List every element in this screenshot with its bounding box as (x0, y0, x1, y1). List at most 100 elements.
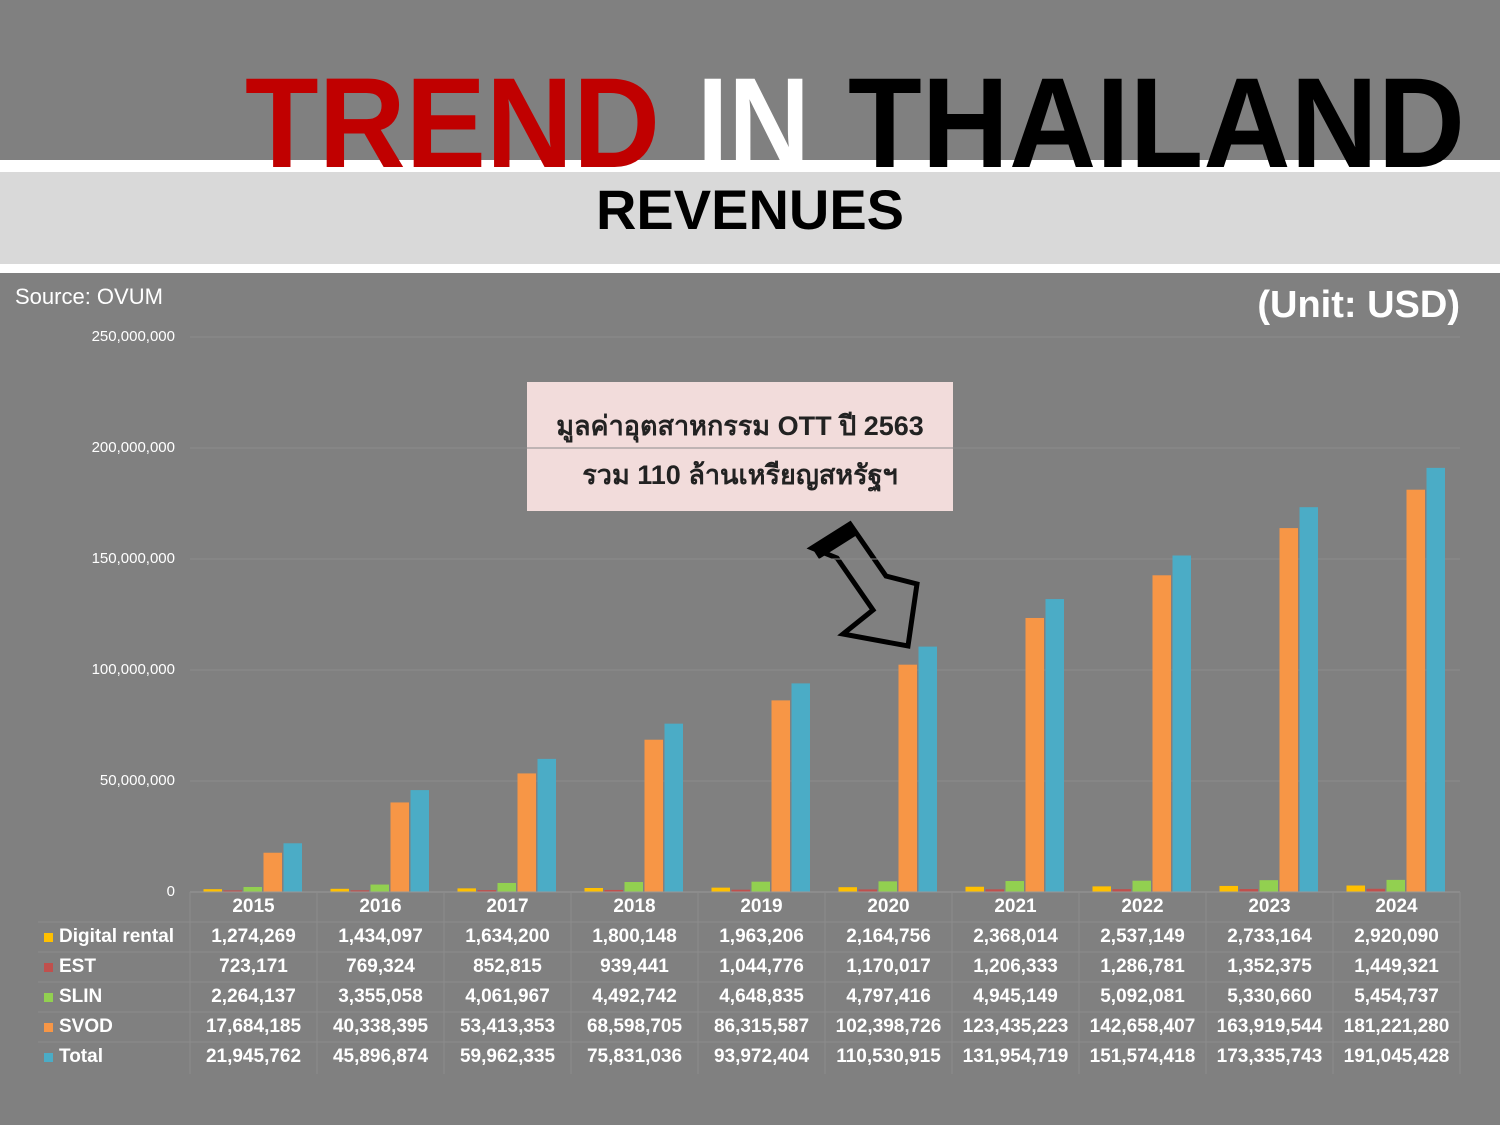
x-tick-label: 2017 (486, 896, 528, 917)
table-value: 1,352,375 (1227, 956, 1312, 977)
bar (898, 664, 917, 892)
x-tick-label: 2016 (359, 896, 401, 917)
bar (771, 700, 790, 892)
legend-swatch (44, 1053, 53, 1062)
bar (1299, 507, 1318, 892)
table-value: 723,171 (219, 956, 288, 977)
x-tick-label: 2022 (1121, 896, 1163, 917)
table-value: 142,658,407 (1090, 1016, 1196, 1037)
table-value: 1,206,333 (973, 956, 1058, 977)
y-tick-label: 250,000,000 (92, 328, 175, 345)
table-value: 4,061,967 (465, 986, 550, 1007)
table-value: 59,962,335 (460, 1046, 556, 1067)
table-value: 769,324 (346, 956, 415, 977)
table-value: 1,274,269 (211, 926, 296, 947)
table-value: 53,413,353 (460, 1016, 555, 1037)
x-tick-label: 2021 (994, 896, 1037, 917)
legend-label: SVOD (59, 1016, 113, 1037)
table-value: 163,919,544 (1217, 1016, 1323, 1037)
table-value: 21,945,762 (206, 1046, 301, 1067)
table-value: 939,441 (600, 956, 669, 977)
table-value: 5,330,660 (1227, 986, 1312, 1007)
bar (1172, 555, 1191, 892)
bar (584, 888, 603, 892)
bar (1406, 489, 1425, 892)
callout-arrow-tail (812, 524, 857, 559)
rule (0, 160, 1500, 172)
table-value: 5,092,081 (1100, 986, 1185, 1007)
table-value: 123,435,223 (963, 1016, 1069, 1037)
table-value: 4,648,835 (719, 986, 804, 1007)
source: Source: OVUM (15, 284, 163, 309)
subtitle-band (0, 172, 1500, 264)
bar (1259, 880, 1278, 892)
y-tick-label: 200,000,000 (92, 439, 175, 456)
bar (1092, 886, 1111, 892)
legend-swatch (44, 963, 53, 972)
bar (1346, 885, 1365, 892)
legend-label: Digital rental (59, 926, 174, 947)
table-value: 151,574,418 (1090, 1046, 1196, 1067)
bar (878, 881, 897, 892)
bar (537, 758, 556, 892)
bar (1112, 889, 1131, 892)
legend-swatch (44, 933, 53, 942)
y-tick-label: 50,000,000 (100, 772, 175, 789)
bar (223, 890, 242, 892)
y-tick-label: 100,000,000 (92, 661, 175, 678)
bar (350, 890, 369, 892)
table-value: 1,044,776 (719, 956, 804, 977)
table-value: 1,170,017 (846, 956, 931, 977)
x-tick-label: 2015 (232, 896, 275, 917)
table-value: 191,045,428 (1344, 1046, 1450, 1067)
table-value: 2,733,164 (1227, 926, 1312, 947)
x-tick-label: 2024 (1375, 896, 1418, 917)
callout-text: รวม 110 ล้านเหรียญสหรัฐฯ (582, 460, 897, 493)
table-value: 1,449,321 (1354, 956, 1439, 977)
bar (664, 723, 683, 892)
table-value: 45,896,874 (333, 1046, 429, 1067)
bar (517, 773, 536, 892)
bar (1386, 879, 1405, 892)
table-value: 1,963,206 (719, 926, 804, 947)
bar (1426, 467, 1445, 892)
bar (731, 889, 750, 892)
bar (1219, 885, 1238, 892)
table-value: 5,454,737 (1354, 986, 1439, 1007)
bar (791, 683, 810, 892)
table-value: 131,954,719 (963, 1046, 1069, 1067)
unit: (Unit: USD) (1257, 284, 1460, 326)
table-value: 173,335,743 (1217, 1046, 1323, 1067)
table-value: 4,797,416 (846, 986, 931, 1007)
table-value: 40,338,395 (333, 1016, 429, 1037)
table-value: 68,598,705 (587, 1016, 683, 1037)
table-value: 102,398,726 (836, 1016, 942, 1037)
table-value: 17,684,185 (206, 1016, 302, 1037)
title-word: TREND (245, 52, 660, 195)
bar (203, 889, 222, 892)
bar (1025, 617, 1044, 892)
legend-label: EST (59, 956, 96, 977)
table-value: 110,530,915 (836, 1046, 941, 1067)
title-word: THAILAND (848, 52, 1465, 195)
table-value: 1,434,097 (338, 926, 423, 947)
table-value: 2,368,014 (973, 926, 1058, 947)
bar (370, 884, 389, 892)
callout-text: มูลค่าอุตสาหกรรม OTT ปี 2563 (556, 411, 924, 443)
table-value: 1,800,148 (592, 926, 677, 947)
table-value: 75,831,036 (587, 1046, 682, 1067)
bar (1279, 528, 1298, 892)
legend-swatch (44, 993, 53, 1002)
y-tick-label: 150,000,000 (92, 550, 175, 567)
bar (604, 889, 623, 892)
legend-label: SLIN (59, 986, 102, 1007)
table-value: 2,264,137 (211, 986, 296, 1007)
table-value: 1,634,200 (465, 926, 550, 947)
x-tick-label: 2020 (867, 896, 909, 917)
bar (243, 886, 262, 892)
table-value: 181,221,280 (1344, 1016, 1450, 1037)
bar (985, 889, 1004, 892)
bar (711, 887, 730, 892)
bar (624, 882, 643, 892)
